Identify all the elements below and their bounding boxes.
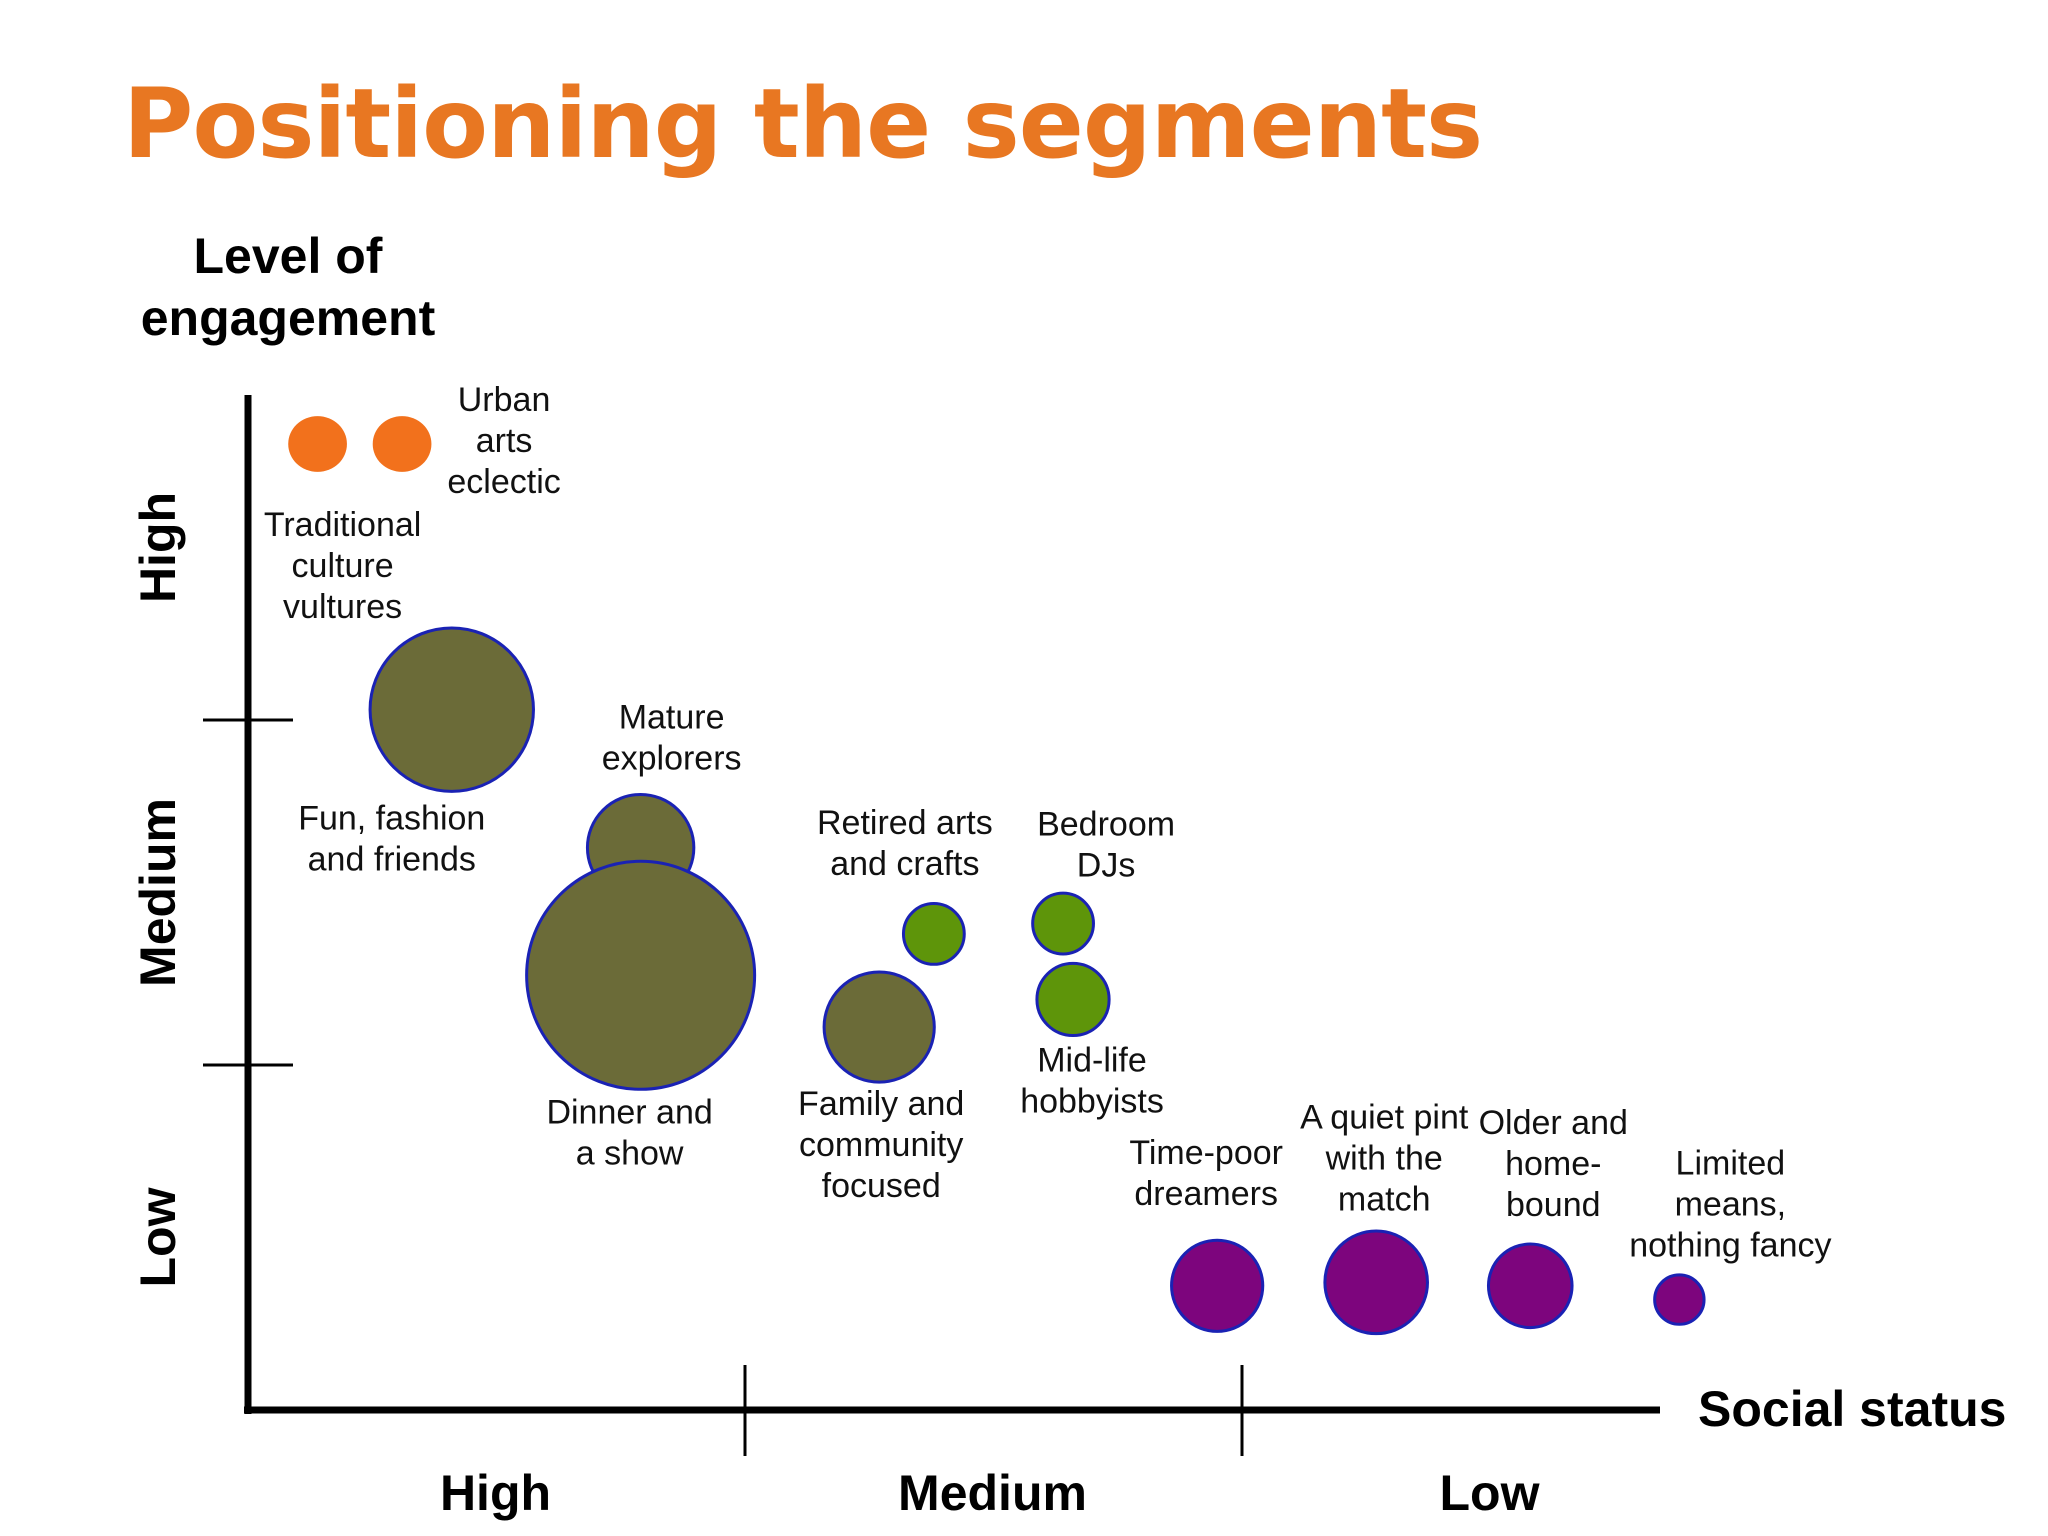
bubble-label-family-and-community-focused: Family and community focused bbox=[798, 1085, 964, 1205]
bubble-dinner-and-a-show bbox=[525, 859, 757, 1091]
bubble-label-line: bound bbox=[1506, 1186, 1601, 1224]
bubble-label-bedroom-djs: Bedroom DJs bbox=[1037, 806, 1175, 885]
bubble-label-line: Mid-life bbox=[1037, 1041, 1147, 1079]
slide-title: Positioning the segments bbox=[123, 68, 1483, 180]
bubble-limited-means-nothing-fancy bbox=[1653, 1273, 1706, 1326]
bubble-layer bbox=[288, 416, 1706, 1336]
x-tick-label-low: Low bbox=[1440, 1465, 1540, 1521]
bubble-label-retired-arts-and-crafts: Retired arts and crafts bbox=[817, 804, 993, 883]
y-tick-label-high: High bbox=[130, 492, 186, 603]
bubble-label-mid-life-hobbyists: Mid-life hobbyists bbox=[1020, 1041, 1164, 1120]
bubble-mid-life-hobbyists bbox=[1035, 961, 1111, 1038]
bubble-label-line: arts bbox=[476, 422, 533, 460]
bubble-label-line: Mature bbox=[619, 699, 725, 737]
bubble-label-line: eclectic bbox=[447, 463, 560, 501]
bubble-label-line: Time-poor bbox=[1129, 1134, 1283, 1172]
chart-axes: High Medium Low Low Medium High Social status L… bbox=[130, 228, 2006, 1521]
y-tick-label-medium: Medium bbox=[130, 798, 186, 987]
bubble-label-dinner-and-a-show: Dinner and a show bbox=[546, 1093, 712, 1172]
bubble-label-line: Fun, fashion bbox=[298, 800, 485, 838]
bubble-retired-arts-and-crafts bbox=[901, 902, 966, 966]
bubble-label-line: means, bbox=[1675, 1186, 1787, 1224]
bubble-label-mature-explorers: Mature explorers bbox=[602, 699, 742, 778]
bubble-label-fun-fashion-and-friends: Fun, fashion and friends bbox=[298, 800, 485, 879]
bubble-label-a-quiet-pint-with-the-match: A quiet pint with the match bbox=[1300, 1098, 1469, 1218]
bubble-label-line: community bbox=[799, 1126, 963, 1164]
bubble-label-line: Bedroom bbox=[1037, 806, 1175, 844]
x-axis-title: Social status bbox=[1698, 1381, 2006, 1437]
bubble-label-line: Urban bbox=[458, 381, 551, 419]
bubble-label-limited-means-nothing-fancy: Limited means, nothing fancy bbox=[1629, 1145, 1831, 1265]
bubble-a-quiet-pint-with-the-match bbox=[1323, 1229, 1429, 1336]
bubble-traditional-culture-vultures bbox=[288, 416, 347, 472]
bubble-label-line: Traditional bbox=[264, 506, 421, 544]
bubble-label-line: Limited bbox=[1676, 1145, 1786, 1183]
bubble-label-line: vultures bbox=[283, 588, 402, 626]
bubble-label-line: culture bbox=[292, 547, 394, 585]
bubble-label-line: with the bbox=[1325, 1139, 1443, 1177]
y-axis-title: engagement bbox=[141, 290, 436, 346]
bubble-label-line: match bbox=[1338, 1180, 1431, 1218]
bubble-label-line: nothing fancy bbox=[1629, 1227, 1831, 1265]
x-tick-label-medium: Medium bbox=[898, 1465, 1087, 1521]
bubble-label-line: Dinner and bbox=[546, 1093, 712, 1131]
bubble-label-line: Retired arts bbox=[817, 804, 993, 842]
bubble-bedroom-djs bbox=[1031, 891, 1095, 956]
bubble-label-line: and crafts bbox=[830, 845, 979, 883]
bubble-label-urban-arts-eclectic: Urban arts eclectic bbox=[447, 381, 560, 501]
bubble-label-line: explorers bbox=[602, 740, 742, 778]
bubble-family-and-community-focused bbox=[822, 970, 936, 1084]
bubble-label-line: hobbyists bbox=[1020, 1082, 1164, 1120]
bubble-label-line: DJs bbox=[1077, 847, 1136, 885]
bubble-urban-arts-eclectic bbox=[372, 416, 432, 472]
y-axis-title: Level of bbox=[194, 228, 383, 284]
x-tick-label-high: High bbox=[440, 1465, 551, 1521]
bubble-label-line: a show bbox=[576, 1134, 684, 1172]
bubble-label-traditional-culture-vultures: Traditional culture vultures bbox=[264, 506, 421, 626]
bubble-fun-fashion-and-friends bbox=[368, 626, 535, 793]
bubble-time-poor-dreamers bbox=[1170, 1238, 1265, 1333]
bubble-label-line: A quiet pint bbox=[1300, 1098, 1469, 1136]
bubble-label-line: Older and bbox=[1479, 1104, 1628, 1142]
bubble-label-line: Family and bbox=[798, 1085, 964, 1123]
bubble-label-time-poor-dreamers: Time-poor dreamers bbox=[1129, 1134, 1283, 1213]
bubble-label-line: and friends bbox=[308, 841, 476, 879]
bubble-label-line: home- bbox=[1505, 1145, 1601, 1183]
bubble-label-line: dreamers bbox=[1134, 1175, 1278, 1213]
bubble-label-line: focused bbox=[822, 1167, 941, 1205]
y-tick-label-low: Low bbox=[130, 1187, 186, 1287]
bubble-label-older-and-home-bound: Older and home-bound bbox=[1479, 1104, 1628, 1224]
bubble-older-and-home-bound bbox=[1486, 1242, 1574, 1330]
